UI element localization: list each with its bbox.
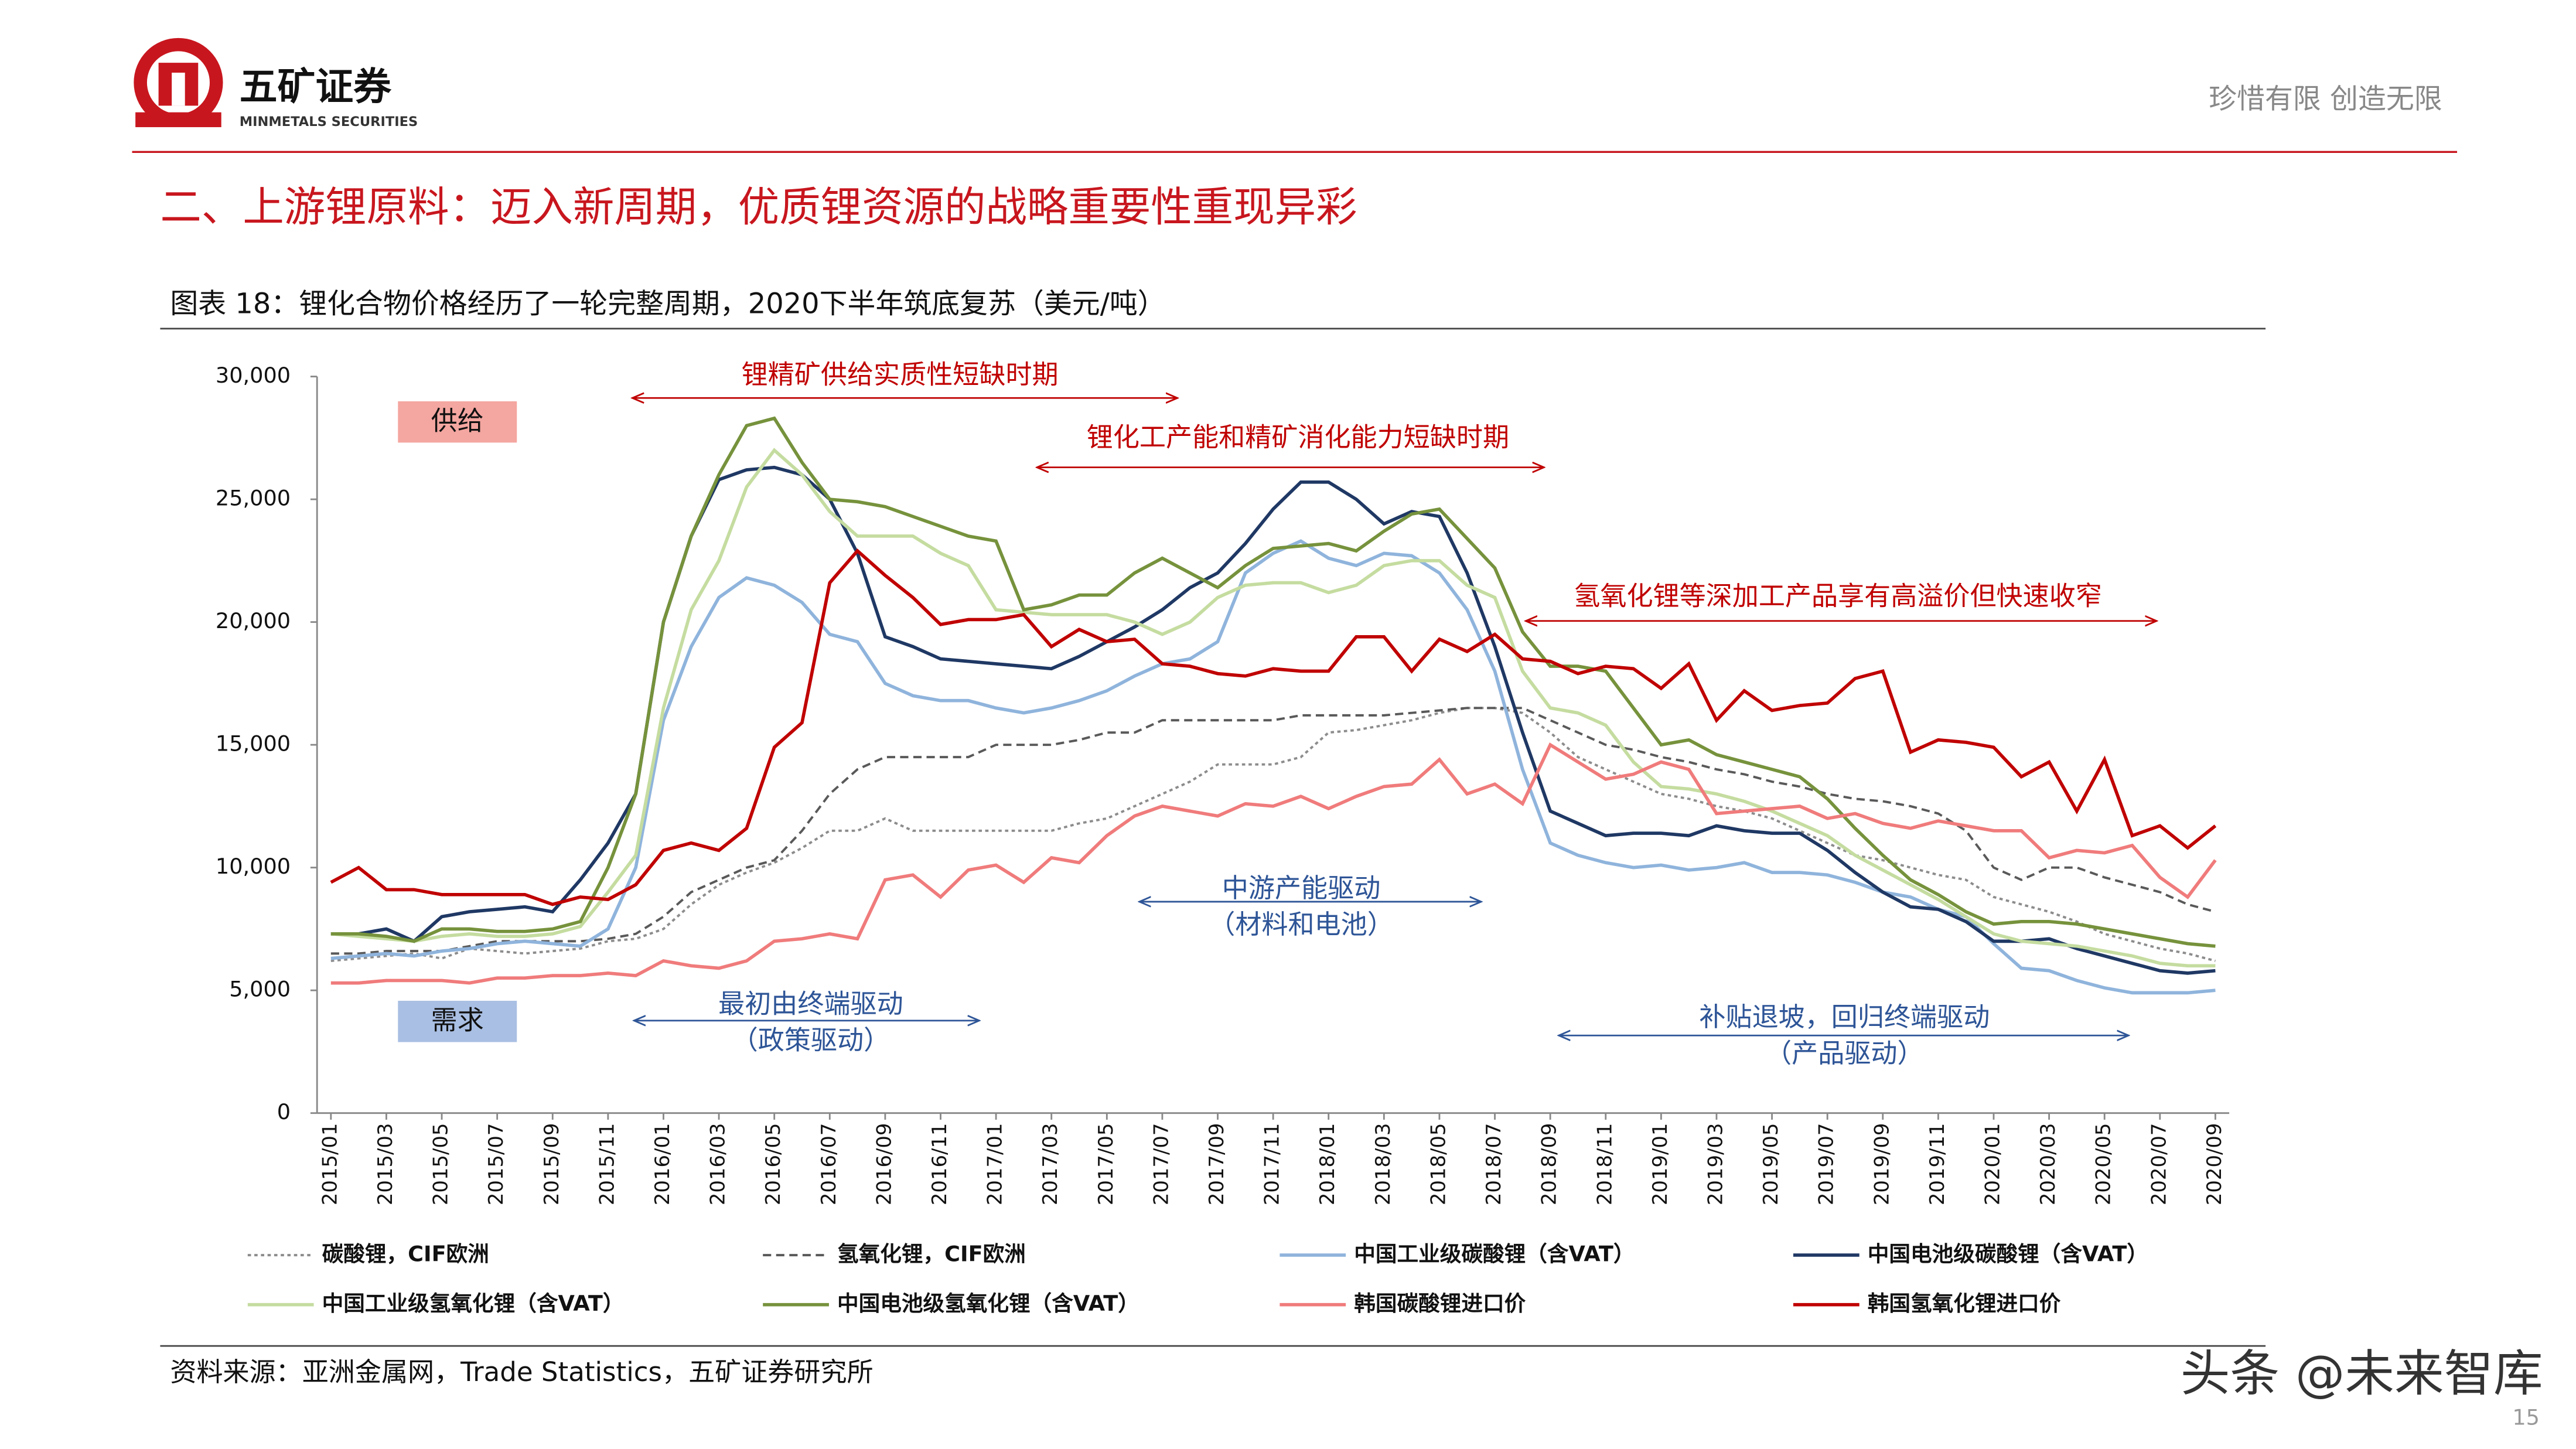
- x-tick-label: 2018/09: [1538, 1123, 1561, 1205]
- annotation-sub: （产品驱动）: [1765, 1038, 1923, 1069]
- legend-label: 韩国氢氧化锂进口价: [1868, 1291, 2061, 1316]
- x-tick-label: 2015/01: [318, 1123, 341, 1205]
- series-line: [330, 548, 2217, 906]
- chart-title: 图表 18：锂化合物价格经历了一轮完整周期，2020下半年筑底复苏（美元/吨）: [170, 288, 1165, 320]
- y-tick-label: 10,000: [216, 854, 291, 879]
- x-tick-label: 2018/03: [1371, 1123, 1394, 1205]
- legend-label: 氢氧化锂，CIF欧洲: [837, 1242, 1026, 1267]
- annotation: 锂精矿供给实质性短缺时期: [742, 359, 1059, 390]
- legend-label: 碳酸锂，CIF欧洲: [322, 1242, 489, 1267]
- x-tick-label: 2020/03: [2036, 1123, 2059, 1205]
- side-label-box: [398, 401, 517, 443]
- annotation: 补贴退坡，回归终端驱动: [1699, 1001, 1990, 1032]
- y-tick-label: 0: [277, 1099, 291, 1124]
- side-label: 供给: [431, 405, 484, 437]
- brand: 五矿证券: [240, 65, 392, 109]
- x-tick-label: 2017/11: [1261, 1123, 1284, 1205]
- series-line: [330, 707, 2216, 955]
- legend-label: 中国工业级氢氧化锂（含VAT）: [322, 1291, 625, 1316]
- x-tick-label: 2016/09: [872, 1123, 895, 1205]
- x-tick-label: 2019/07: [1815, 1123, 1838, 1205]
- x-tick-label: 2019/01: [1649, 1123, 1671, 1205]
- y-tick-label: 20,000: [216, 608, 291, 633]
- annotation-sub: （材料和电池）: [1209, 909, 1394, 940]
- legend-label: 中国电池级碳酸锂（含VAT）: [1868, 1242, 2148, 1267]
- series-line: [330, 707, 2216, 962]
- annotation: 锂化工产能和精矿消化能力短缺时期: [1087, 422, 1509, 453]
- section-title: 二、上游锂原料：迈入新周期，优质锂资源的战略重要性重现异彩: [160, 183, 1357, 231]
- legend-label: 中国电池级氢氧化锂（含VAT）: [837, 1291, 1139, 1316]
- x-tick-label: 2019/05: [1759, 1123, 1782, 1205]
- logo: [134, 37, 223, 128]
- annotation-sub: （政策驱动）: [732, 1025, 890, 1056]
- x-tick-label: 2020/05: [2092, 1123, 2115, 1205]
- page-number: 15: [2512, 1405, 2540, 1430]
- x-tick-label: 2016/01: [651, 1123, 674, 1205]
- x-tick-label: 2017/09: [1205, 1123, 1228, 1205]
- x-tick-label: 2019/09: [1870, 1123, 1893, 1205]
- series-line: [330, 539, 2216, 995]
- annotation: 中游产能驱动: [1222, 872, 1380, 904]
- x-tick-label: 2016/03: [707, 1123, 729, 1205]
- side-label-box: [398, 1001, 517, 1042]
- y-tick-label: 25,000: [216, 486, 291, 511]
- x-tick-label: 2017/07: [1149, 1123, 1172, 1205]
- watermark: 头条 @未来智库: [2181, 1345, 2543, 1403]
- y-tick-label: 30,000: [216, 363, 291, 388]
- annotation: 氢氧化锂等深加工产品享有高溢价但快速收窄: [1574, 580, 2102, 611]
- x-tick-label: 2018/11: [1593, 1123, 1616, 1205]
- y-tick-label: 15,000: [216, 731, 291, 756]
- x-tick-label: 2018/07: [1482, 1123, 1505, 1205]
- side-label: 需求: [431, 1005, 484, 1036]
- x-tick-label: 2017/05: [1094, 1123, 1117, 1205]
- annotation: 最初由终端驱动: [718, 988, 903, 1019]
- legend-label: 中国工业级碳酸锂（含VAT）: [1354, 1242, 1635, 1267]
- x-tick-label: 2016/05: [762, 1123, 784, 1205]
- series-line: [330, 742, 2217, 985]
- x-tick-label: 2016/11: [928, 1123, 951, 1205]
- x-tick-label: 2018/05: [1427, 1123, 1449, 1205]
- slogan: 珍惜有限 创造无限: [2209, 83, 2442, 115]
- x-tick-label: 2017/03: [1039, 1123, 1062, 1205]
- x-tick-label: 2019/11: [1926, 1123, 1949, 1205]
- brand-en: MINMETALS SECURITIES: [240, 114, 418, 129]
- series-line: [330, 448, 2216, 968]
- series-line: [330, 416, 2216, 948]
- legend-label: 韩国碳酸锂进口价: [1354, 1291, 1526, 1316]
- x-tick-label: 2020/07: [2147, 1123, 2170, 1205]
- x-tick-label: 2018/01: [1316, 1123, 1339, 1205]
- x-tick-label: 2019/03: [1704, 1123, 1727, 1205]
- x-tick-label: 2016/07: [817, 1123, 840, 1205]
- x-tick-label: 2017/01: [984, 1123, 1006, 1205]
- x-tick-label: 2020/09: [2203, 1123, 2226, 1205]
- x-tick-label: 2015/07: [485, 1123, 507, 1205]
- x-tick-label: 2020/01: [1981, 1123, 2004, 1205]
- x-tick-label: 2015/05: [429, 1123, 452, 1205]
- x-tick-label: 2015/11: [595, 1123, 618, 1205]
- source: 资料来源：亚洲金属网，Trade Statistics，五矿证券研究所: [170, 1356, 873, 1387]
- x-tick-label: 2015/09: [540, 1123, 563, 1205]
- y-tick-label: 5,000: [229, 977, 291, 1002]
- x-tick-label: 2015/03: [374, 1123, 397, 1205]
